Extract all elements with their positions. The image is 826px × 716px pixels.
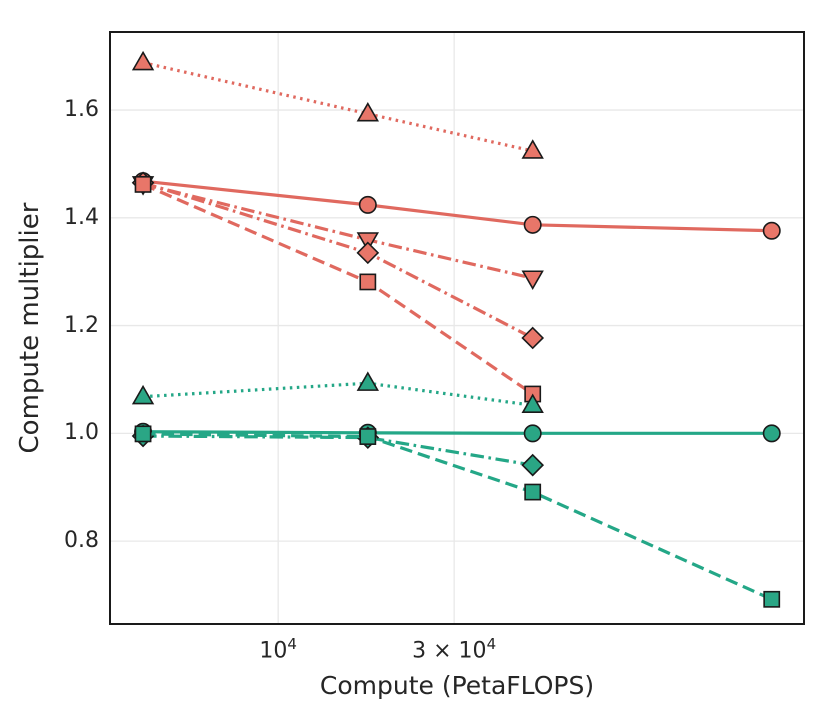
red-dashed-square-line (142, 182, 534, 396)
triangle-up-marker (521, 139, 544, 159)
triangle-up-marker (521, 393, 544, 414)
square-marker (359, 273, 377, 291)
x-tick-label: 104 (259, 635, 297, 664)
y-tick-label: 1.6 (64, 97, 99, 123)
circle-marker (762, 424, 781, 443)
red-dotted-triangle-up-line (142, 61, 534, 153)
circle-marker (762, 221, 781, 240)
diamond-marker (356, 241, 380, 265)
square-marker (763, 590, 781, 608)
x-tick-label: 3 × 104 (412, 635, 497, 664)
triangle-up-marker (356, 371, 380, 391)
green-dashdot-diamond-line (143, 434, 533, 467)
plot-area (109, 31, 805, 625)
red-dashdot-diamond-line (142, 181, 534, 340)
square-marker (524, 483, 542, 501)
triangle-up-marker (356, 102, 380, 122)
green-dashed-square-line (143, 432, 773, 601)
y-axis-label: Compute multiplier (15, 202, 45, 454)
triangle-up-marker (131, 50, 155, 71)
y-tick-label: 1.0 (64, 420, 99, 446)
square-marker (359, 428, 377, 445)
circle-marker (523, 424, 542, 443)
square-marker (134, 425, 152, 443)
triangle-down-marker (521, 270, 544, 290)
x-axis-label: Compute (PetaFLOPS) (319, 671, 595, 700)
green-solid-circle-line (141, 430, 774, 435)
red-solid-circle-line (141, 179, 774, 233)
circle-marker (358, 195, 377, 214)
y-tick-label: 1.2 (64, 312, 99, 338)
chart-canvas (111, 33, 803, 623)
green-dotted-triangle-up-line (143, 381, 533, 407)
diamond-marker (521, 453, 545, 477)
square-marker (134, 176, 152, 193)
y-tick-label: 1.4 (64, 204, 99, 230)
diamond-marker (521, 326, 545, 350)
circle-marker (523, 215, 542, 234)
y-tick-label: 0.8 (64, 528, 99, 554)
triangle-up-marker (131, 384, 155, 405)
red-dashdot-triangle-down-line (142, 182, 534, 280)
